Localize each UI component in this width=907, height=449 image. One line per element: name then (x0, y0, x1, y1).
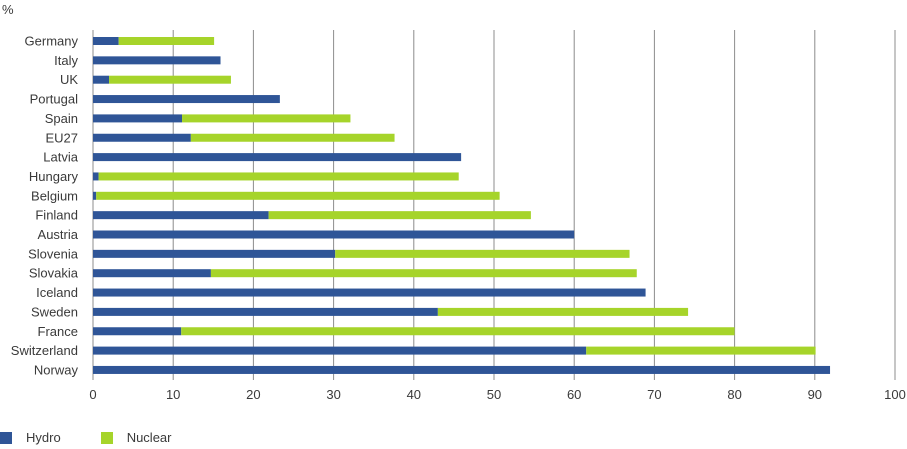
bar-nuclear-uk (109, 75, 231, 84)
category-label-italy: Italy (54, 53, 78, 68)
x-tick-label-30: 30 (326, 387, 340, 402)
bar-nuclear-germany (118, 37, 215, 45)
unit-label: % (2, 2, 14, 17)
category-label-iceland: Iceland (36, 285, 78, 300)
category-label-germany: Germany (25, 34, 79, 49)
bar-nuclear-slovenia (335, 249, 630, 258)
bar-hydro-norway (93, 365, 831, 374)
bar-hydro-slovakia (93, 269, 211, 278)
x-tick-label-100: 100 (884, 387, 906, 402)
x-tick-label-80: 80 (727, 387, 741, 402)
bar-hydro-france (93, 327, 182, 336)
x-tick-label-90: 90 (808, 387, 822, 402)
category-label-eu27: EU27 (45, 130, 78, 145)
bar-nuclear-slovakia (210, 269, 637, 278)
category-label-sweden: Sweden (31, 304, 78, 319)
x-tick-label-40: 40 (407, 387, 421, 402)
category-label-switzerland: Switzerland (11, 343, 78, 358)
legend-item-hydro: Hydro (0, 430, 61, 445)
category-label-slovakia: Slovakia (29, 266, 79, 281)
bar-nuclear-sweden (437, 307, 689, 316)
legend: Hydro Nuclear (0, 430, 171, 445)
bar-hydro-slovenia (93, 249, 336, 258)
category-label-finland: Finland (35, 208, 78, 223)
category-label-slovenia: Slovenia (28, 246, 79, 261)
bar-hydro-italy (93, 56, 221, 65)
x-tick-label-10: 10 (166, 387, 180, 402)
category-label-spain: Spain (45, 111, 78, 126)
bar-hydro-switzerland (93, 346, 587, 355)
bar-hydro-germany (93, 37, 119, 45)
category-label-portugal: Portugal (30, 92, 79, 107)
legend-label-nuclear: Nuclear (126, 430, 172, 445)
bar-nuclear-hungary (98, 172, 459, 181)
legend-label-hydro: Hydro (26, 430, 61, 445)
x-tick-label-20: 20 (246, 387, 260, 402)
category-label-norway: Norway (34, 362, 79, 377)
bar-nuclear-belgium (96, 191, 500, 200)
bar-hydro-hungary (93, 172, 99, 181)
bar-hydro-latvia (93, 153, 462, 162)
bar-hydro-finland (93, 211, 269, 220)
category-label-austria: Austria (38, 227, 79, 242)
bar-hydro-eu27 (93, 133, 191, 142)
bar-nuclear-spain (182, 114, 351, 123)
category-label-latvia: Latvia (43, 150, 78, 165)
legend-swatch-hydro (0, 431, 12, 444)
bar-hydro-belgium (93, 191, 97, 200)
bar-nuclear-eu27 (190, 133, 395, 142)
bar-hydro-austria (93, 230, 575, 239)
legend-swatch-nuclear (100, 431, 113, 444)
bar-nuclear-france (181, 327, 735, 336)
bar-hydro-portugal (93, 95, 280, 104)
category-label-uk: UK (60, 72, 78, 87)
x-tick-label-0: 0 (89, 387, 96, 402)
x-tick-label-60: 60 (567, 387, 581, 402)
x-tick-label-70: 70 (647, 387, 661, 402)
bar-hydro-uk (93, 75, 110, 84)
bar-hydro-spain (93, 114, 183, 123)
bar-hydro-sweden (93, 307, 438, 316)
category-label-belgium: Belgium (31, 188, 78, 203)
bar-hydro-iceland (93, 288, 646, 297)
bar-nuclear-switzerland (586, 346, 816, 355)
bar-nuclear-finland (268, 211, 531, 220)
category-label-hungary: Hungary (29, 169, 79, 184)
legend-item-nuclear: Nuclear (100, 430, 172, 445)
category-label-france: France (38, 324, 78, 339)
x-tick-label-50: 50 (487, 387, 501, 402)
